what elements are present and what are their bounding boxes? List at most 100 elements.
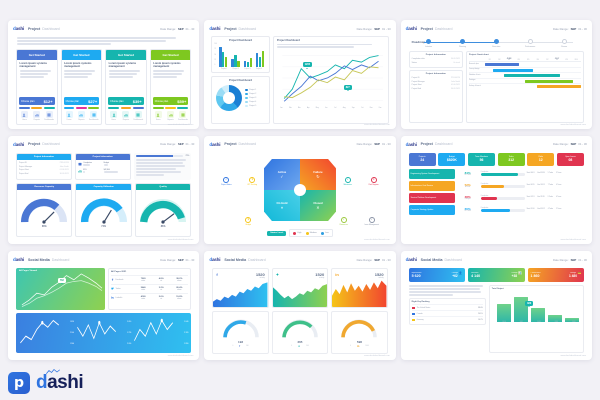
stat-card-sessions[interactable]: Sessions 4 140 Change +38 📊 [468,268,525,283]
stat-card-conversions[interactable]: Conversions 1 860 Change 1 480 💳 [527,268,584,283]
step-initiation[interactable]: Initiation [412,39,446,48]
chart-squiggle-icon [46,369,60,374]
slide-kpi-projects[interactable]: dashi Project Dashboard Date Range: SEP … [400,135,592,245]
pricing-card[interactable]: Get Started Lorem ipsum systems manageme… [60,48,103,125]
list-item[interactable]: Germany 16.7% [411,316,483,322]
slide-hexagon-status[interactable]: dashi Project Dashboard Date Range: SEP … [204,135,396,245]
page-title: Social Media [224,257,247,262]
overall-progress-card: 78% [133,152,192,180]
pricing-card[interactable]: Get Started Lorem ipsum systems manageme… [105,48,147,125]
chart-tooltip: 820 [525,300,534,308]
project-row[interactable]: Corporate Strategy Update 66% On Track Co… [406,204,587,216]
gantt-row[interactable]: Delivery & launch [469,84,581,90]
chart-icon: 📊 [518,270,523,275]
feature-users[interactable]: Users [153,111,164,121]
kpi-card[interactable]: Risks 12 [527,152,555,166]
hexagon-center [293,183,306,196]
project-row[interactable]: Service Platform Development 38% Delayed … [406,192,587,204]
slide-charts[interactable]: dashi Project Dashboard Date Range: SEP … [204,20,396,129]
quadrant-closed[interactable]: Closed ✕ [299,189,336,221]
date-range[interactable]: Date Range: SEP 01 - 30 [356,142,391,147]
feature-reports[interactable]: Reports [76,111,87,121]
kpi-card[interactable]: Tasks 312 [497,152,525,166]
feature-dashboards[interactable]: Dashboards [44,111,55,121]
date-range[interactable]: Date Range: SEP 01 - 30 [552,142,587,147]
kpi-card[interactable]: Projects 24 [408,152,436,166]
choose-plan-button[interactable]: Choose plan $12+ [19,97,55,106]
slide-pricing-plans[interactable]: dashi Project Dashboard Date Range: SEP … [8,20,200,129]
node-budget[interactable]: $ Budget [245,216,252,226]
slide-social-networks[interactable]: dashi Social Media Dashboard Date Range:… [204,251,396,360]
pricing-card[interactable]: Get Started Lorem ipsum systems manageme… [149,48,192,125]
step-performance[interactable]: Performance [513,39,547,48]
stat-card-impressions[interactable]: Impressions 5 620 Change +62 👤 [408,268,466,283]
slide-social-stats[interactable]: dashi Social Media Dashboard Date Range:… [400,251,592,360]
table-row[interactable]: LinkedIn 4180 visits 2.6% ctr 19.8% share [110,292,189,302]
users-icon [112,113,115,117]
choose-plan-button[interactable]: Choose plan $27+ [63,97,100,106]
kpi-card[interactable]: Budget $820K [438,152,466,166]
feature-reports[interactable]: Reports [165,111,176,121]
gauge-chart [282,319,318,338]
gantt-row[interactable]: Validation & tests [469,73,581,79]
kpi-card[interactable]: Open Issues 08 [556,152,584,166]
step-planning[interactable]: Planning [446,39,480,48]
node-kpi-tracking[interactable]: $ KPI Tracking [247,176,258,186]
feature-users[interactable]: Users [108,111,119,121]
feature-dashboards[interactable]: Dashboards [133,111,144,121]
gantt-row[interactable]: Research plan [469,62,581,68]
status-level-pill: Status Level [267,230,287,236]
date-range[interactable]: Date Range: SEP 01 - 30 [552,257,587,262]
price-value: $12+ [43,98,53,104]
project-percent: 38% [464,195,471,200]
node-resources[interactable]: ✓ Resources [339,216,348,226]
quadrant-on-hold[interactable]: On Hold ⏸ [263,189,300,221]
node-issue-management[interactable]: ✓ Issue Management [364,216,379,226]
slide-social-pages[interactable]: dashi Social Media Dashboard Date Range:… [8,251,200,360]
date-range[interactable]: Date Range: SEP 01 - 30 [356,257,391,262]
date-range[interactable]: Date Range: SEP 01 - 30 [356,26,391,31]
feature-reports[interactable]: Reports [31,111,42,121]
date-range[interactable]: Date Range: SEP 01 - 30 [160,257,195,262]
project-info-card-1: Project Information Completion date 30.09… [408,51,463,69]
table-row[interactable]: Facebook 7920 visits 4.8% ctr 38.2% share [110,274,189,284]
feature-reports[interactable]: Reports [121,111,132,121]
user-icon: 👤 [458,270,463,275]
table-row[interactable]: Twitter 5640 visits 3.2% ctr 26.4% share [110,283,189,293]
list-item[interactable]: The United States 38.4% [411,304,483,310]
slide-header: dashi Project Dashboard Date Range: SEP … [13,24,194,33]
choose-plan-button[interactable]: Choose plan $39+ [108,97,144,106]
feature-users[interactable]: Users [19,111,30,121]
pricing-card-row: Get Started Lorem ipsum systems manageme… [13,48,194,125]
page-title: Social Media [28,257,50,262]
project-row[interactable]: Engineering System Development 84% On Tra… [406,168,587,180]
node-project-status[interactable]: ✓ Project Status [221,176,232,186]
feature-users[interactable]: Users [64,111,75,121]
quadrant-failure[interactable]: Failure ↻ [299,158,336,190]
project-row[interactable]: Infrastructure Cost Review 52% At Risk Co… [406,180,587,192]
gantt-row[interactable]: Concept design [469,68,581,73]
slide-gauges[interactable]: dashi Project Dashboard Date Range: SEP … [8,135,200,245]
feature-dashboards[interactable]: Dashboards [177,111,188,121]
node-milestones[interactable]: ✓ Milestones [343,176,352,186]
step-execution[interactable]: Execution [479,39,513,48]
brand-footer: p dashi [8,369,84,394]
quadrant-active[interactable]: Active ✓ [263,158,300,190]
grid-icon [92,113,96,117]
date-range[interactable]: Date Range: SEP 01 - 30 [552,26,587,31]
kpi-card[interactable]: Team Members 56 [467,152,496,166]
date-range[interactable]: Date Range: SEP 01 - 30 [160,27,194,31]
gantt-row[interactable]: Prototype [469,79,581,84]
feature-dashboards[interactable]: Dashboards [88,111,99,121]
list-item[interactable]: Canada 24.1% [411,310,483,316]
choose-plan-button[interactable]: Choose plan $59+ [152,97,189,106]
progress-bar [480,197,525,200]
slide-roadmap[interactable]: dashi Project Dashboard Date Range: SEP … [400,20,592,129]
project-name: Service Platform Development [408,192,455,203]
node-risk-register[interactable]: ✕ Risk Register [368,176,379,186]
step-closure[interactable]: Closure [547,39,581,48]
date-range[interactable]: Date Range: SEP 01 - 30 [160,142,195,147]
pages-table: All Pages 2021 Facebook 7920 visits 4.8% c… [107,268,192,311]
pricing-card[interactable]: Get Started Lorem ipsum systems manageme… [16,48,58,125]
progress-value: 78% [185,154,190,157]
